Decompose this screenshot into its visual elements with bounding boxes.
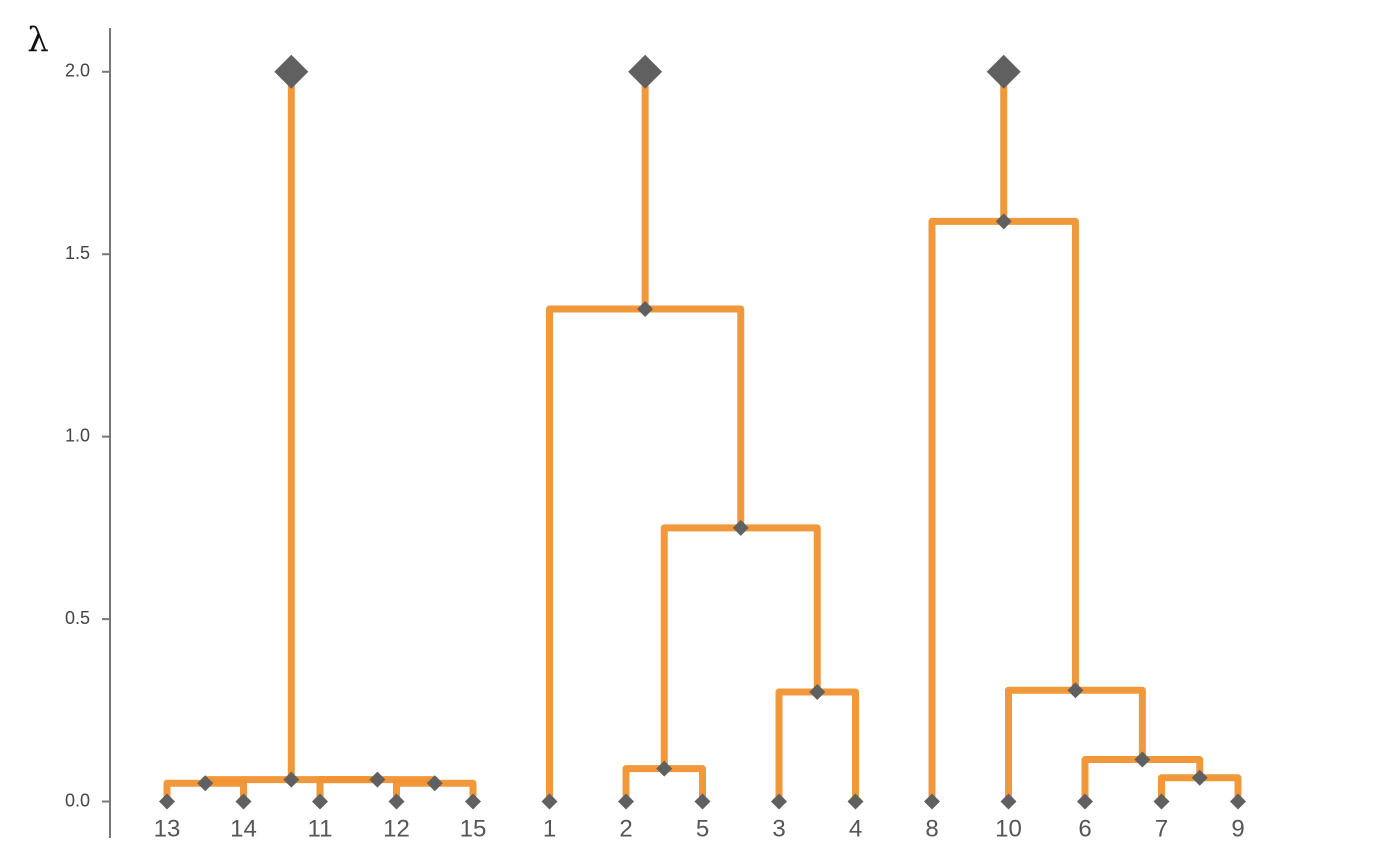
link (1199, 774, 1242, 802)
link (664, 765, 706, 802)
leaf-marker (847, 793, 864, 810)
leaf-marker (465, 793, 481, 810)
leaf-label: 12 (383, 815, 410, 842)
link (660, 524, 741, 769)
leaf-marker (1000, 793, 1017, 810)
leaf-marker (541, 793, 558, 810)
link (740, 524, 821, 693)
link (546, 305, 646, 802)
leaf-label: 7 (1155, 815, 1168, 842)
leaf-marker (694, 793, 711, 810)
merge-marker (369, 771, 386, 788)
link (1075, 686, 1146, 760)
link (205, 779, 247, 802)
link (1005, 686, 1076, 802)
y-tick-label: 2.0 (65, 61, 90, 81)
leaf-label: 6 (1078, 815, 1091, 842)
leaf-marker (159, 793, 175, 810)
leaf-label: 1 (543, 815, 556, 842)
link (928, 217, 1004, 802)
link (1158, 774, 1200, 802)
leaf-label: 11 (308, 815, 333, 842)
link (377, 776, 439, 784)
y-tick-label: 1.0 (65, 425, 90, 445)
merge-marker (656, 760, 673, 777)
y-axis-label: λ (27, 20, 49, 60)
leaf-label: 3 (772, 815, 785, 842)
leaf-label: 2 (619, 815, 632, 842)
link (393, 779, 435, 802)
leaf-label: 4 (849, 815, 862, 842)
root-marker (274, 54, 309, 89)
leaf-label: 8 (925, 815, 938, 842)
leaf-marker (1230, 793, 1246, 810)
merge-marker (732, 519, 749, 536)
leaf-marker (618, 793, 634, 810)
merge-marker (283, 771, 300, 788)
merge-marker (1067, 682, 1084, 699)
link (1003, 217, 1079, 691)
y-tick-label: 0.0 (65, 790, 90, 810)
link (201, 776, 292, 784)
link (622, 765, 665, 802)
merge-marker (637, 300, 654, 317)
leaf-marker (235, 793, 252, 810)
link (645, 305, 745, 528)
root-marker (986, 54, 1021, 89)
leaf-marker (312, 793, 328, 810)
link (434, 779, 477, 802)
link (1081, 756, 1143, 802)
link (775, 688, 818, 802)
merge-marker (1134, 751, 1151, 768)
leaf-label: 10 (995, 815, 1022, 842)
merge-marker (1191, 769, 1208, 786)
leaf-label: 13 (154, 815, 181, 842)
leaf-label: 14 (230, 815, 257, 842)
y-tick-label: 1.5 (65, 243, 90, 263)
leaf-marker (388, 793, 405, 810)
merge-marker (809, 684, 826, 701)
merge-marker (426, 775, 443, 792)
root-marker (628, 54, 663, 89)
leaf-label: 5 (696, 815, 709, 842)
link (817, 688, 859, 802)
leaf-marker (1153, 793, 1170, 810)
leaf-label: 15 (460, 815, 487, 842)
merge-marker (197, 775, 214, 792)
link (163, 779, 206, 802)
leaf-marker (924, 793, 940, 810)
leaf-marker (771, 793, 787, 810)
leaf-marker (1077, 793, 1093, 810)
leaf-label: 9 (1231, 815, 1244, 842)
y-tick-label: 0.5 (65, 608, 90, 628)
merge-marker (995, 213, 1012, 230)
